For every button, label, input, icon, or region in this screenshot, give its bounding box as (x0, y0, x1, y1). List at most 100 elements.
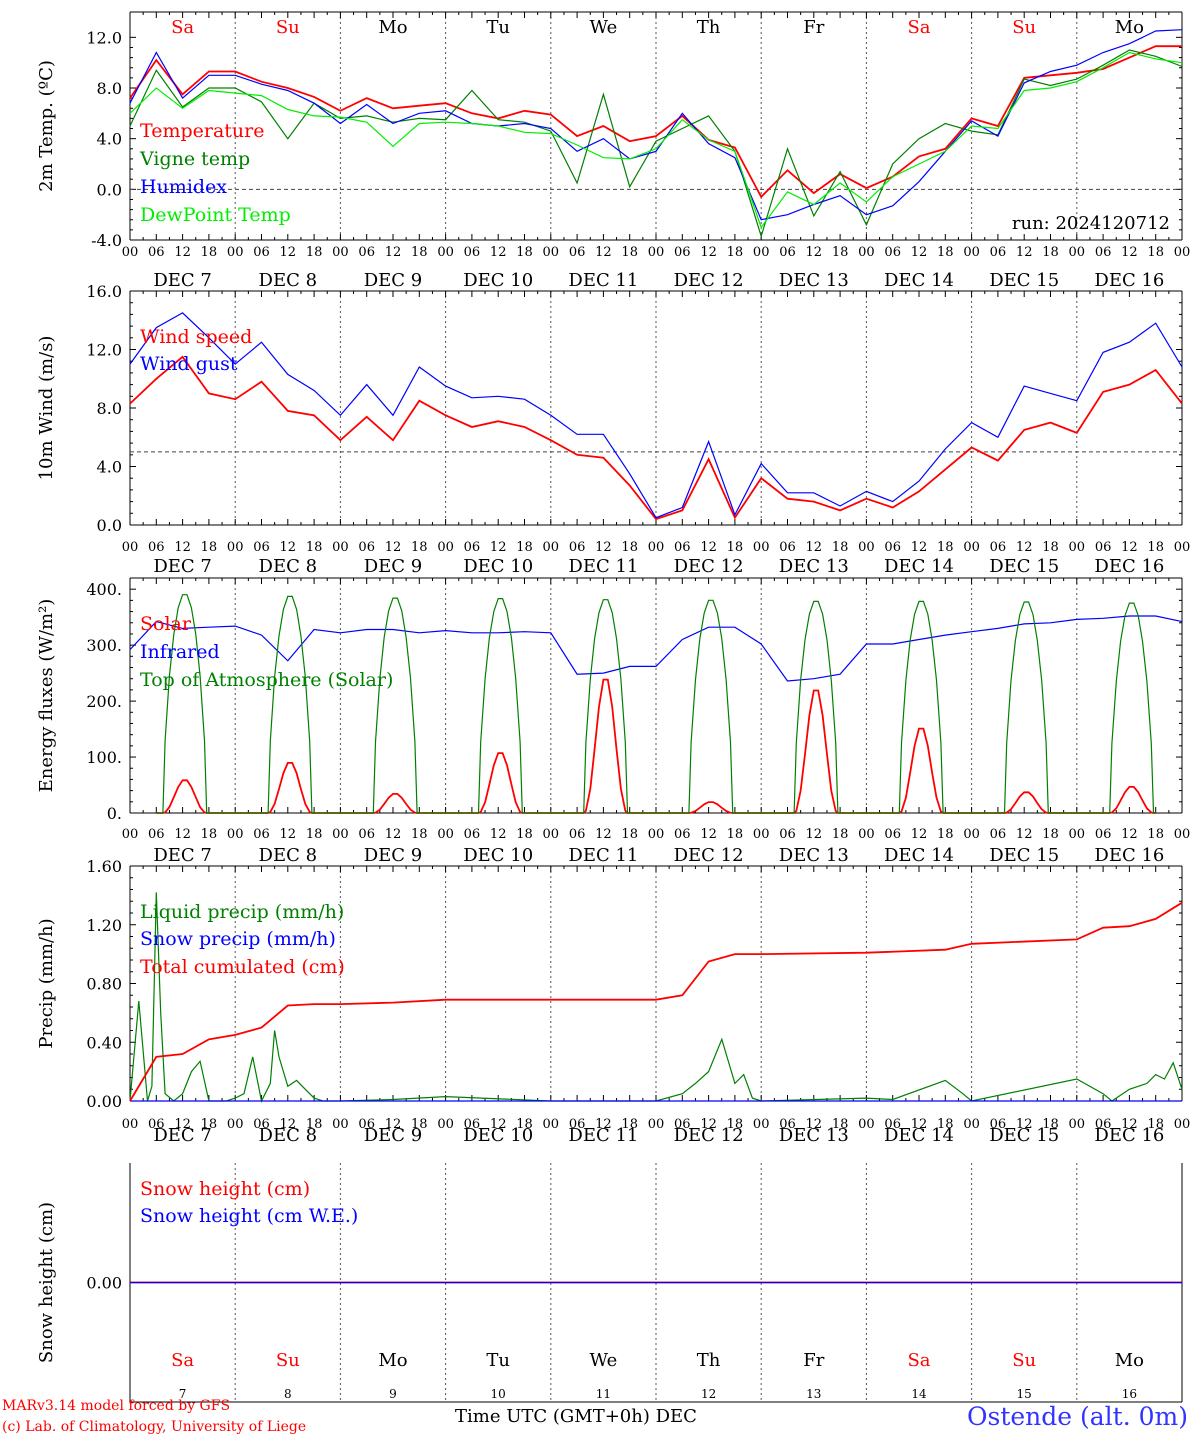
hour-tick-label: 18 (411, 245, 428, 260)
hour-tick-label: 06 (569, 1117, 586, 1132)
date-label: DEC 15 (989, 845, 1059, 866)
hour-tick-label: 18 (516, 540, 533, 555)
hour-tick-label: 12 (490, 540, 507, 555)
panel-1 (129, 11, 1183, 241)
hour-tick-label: 12 (385, 1117, 402, 1132)
y-tick-label: 1.60 (86, 857, 122, 876)
hour-tick-label: 06 (990, 827, 1007, 842)
weekday-label-top: Sa (171, 17, 194, 38)
day-number-label: 9 (389, 1387, 397, 1401)
legend-entry: Snow height (cm W.E.) (140, 1205, 358, 1227)
credit-lab: (c) Lab. of Climatology, University of L… (2, 1419, 307, 1435)
hour-tick-label: 06 (990, 540, 1007, 555)
day-number-label: 15 (1017, 1387, 1032, 1401)
hour-tick-label: 00 (437, 827, 454, 842)
hour-tick-label: 00 (753, 1117, 770, 1132)
hour-tick-label: 12 (806, 540, 823, 555)
date-label: DEC 11 (568, 556, 638, 577)
y-tick-label: 1.20 (86, 916, 122, 935)
y-tick-label: 12.0 (86, 28, 122, 47)
weekday-label-top: Su (1012, 17, 1036, 38)
hour-tick-label: 18 (411, 540, 428, 555)
hour-tick-label: 06 (674, 540, 691, 555)
hour-tick-label: 00 (122, 540, 139, 555)
hour-tick-label: 18 (832, 540, 849, 555)
panel-4 (129, 865, 1183, 1103)
hour-tick-label: 12 (595, 1117, 612, 1132)
hour-tick-label: 18 (516, 1117, 533, 1132)
hour-tick-label: 00 (227, 1117, 244, 1132)
hour-tick-label: 00 (858, 245, 875, 260)
hour-tick-label: 12 (595, 540, 612, 555)
weekday-label-top: Mo (1115, 17, 1144, 38)
hour-tick-label: 12 (1016, 827, 1033, 842)
weekday-label-bottom: Mo (378, 1350, 407, 1371)
hour-tick-label: 12 (806, 245, 823, 260)
y-tick-label: 100. (86, 748, 122, 767)
hour-tick-label: 06 (253, 245, 270, 260)
station-label: Ostende (alt. 0m) (967, 1402, 1188, 1431)
hour-tick-label: 06 (464, 540, 481, 555)
date-label: DEC 7 (153, 556, 212, 577)
hour-tick-label: 00 (227, 540, 244, 555)
date-label: DEC 12 (674, 556, 744, 577)
date-label: DEC 11 (568, 845, 638, 866)
legend-entry: Snow height (cm) (140, 1178, 310, 1200)
hour-tick-label: 06 (884, 540, 901, 555)
weekday-label-bottom: Tu (486, 1350, 510, 1371)
y-axis-label: Energy fluxes (W/m²) (36, 599, 57, 793)
hour-tick-label: 18 (201, 1117, 218, 1132)
series-line-4 (129, 51, 1183, 229)
series-line-1 (129, 45, 1182, 199)
weekday-label-top: Th (697, 17, 721, 38)
hour-tick-label: 18 (937, 540, 954, 555)
hour-tick-label: 06 (253, 827, 270, 842)
hour-tick-label: 00 (1174, 540, 1191, 555)
hour-tick-label: 12 (174, 540, 191, 555)
y-axis-label: Snow height (cm) (36, 1202, 57, 1363)
date-label: DEC 11 (568, 1125, 638, 1146)
weekday-label-bottom: Fr (803, 1350, 824, 1371)
y-tick-label: 200. (86, 692, 122, 711)
date-label: DEC 12 (674, 1125, 744, 1146)
hour-tick-label: 00 (332, 245, 349, 260)
hour-tick-label: 18 (727, 245, 744, 260)
hour-tick-label: 06 (148, 540, 165, 555)
hour-tick-label: 18 (201, 245, 218, 260)
hour-tick-label: 06 (253, 540, 270, 555)
hour-tick-label: 18 (411, 827, 428, 842)
date-label: DEC 9 (364, 270, 423, 291)
legend-entry: Liquid precip (mm/h) (140, 901, 344, 923)
hour-tick-label: 06 (358, 540, 375, 555)
day-number-label: 12 (701, 1387, 716, 1401)
hour-tick-label: 18 (621, 827, 638, 842)
weekday-label-top: We (590, 17, 618, 38)
hour-tick-label: 00 (963, 540, 980, 555)
hour-tick-label: 18 (727, 827, 744, 842)
hour-tick-label: 12 (1016, 245, 1033, 260)
hour-tick-label: 00 (1174, 1117, 1191, 1132)
date-label: DEC 8 (259, 845, 318, 866)
hour-tick-label: 18 (201, 540, 218, 555)
weekday-label-top: Fr (803, 17, 824, 38)
legend-entry: Infrared (140, 641, 220, 663)
hour-tick-label: 12 (595, 245, 612, 260)
hour-tick-label: 06 (779, 540, 796, 555)
date-label: DEC 15 (989, 1125, 1059, 1146)
hour-tick-label: 12 (911, 1117, 928, 1132)
hour-tick-label: 00 (227, 827, 244, 842)
hour-tick-label: 12 (1016, 540, 1033, 555)
hour-tick-label: 06 (1095, 245, 1112, 260)
hour-tick-label: 18 (1042, 1117, 1059, 1132)
hour-tick-label: 18 (201, 827, 218, 842)
hour-tick-label: 12 (1121, 540, 1138, 555)
date-label: DEC 8 (259, 270, 318, 291)
y-tick-label: 0.00 (86, 1274, 122, 1293)
hour-tick-label: 18 (727, 540, 744, 555)
hour-tick-label: 00 (437, 245, 454, 260)
hour-tick-label: 06 (464, 1117, 481, 1132)
hour-tick-label: 18 (832, 827, 849, 842)
hour-tick-label: 18 (306, 245, 323, 260)
hour-tick-label: 00 (332, 1117, 349, 1132)
hour-tick-label: 18 (1042, 827, 1059, 842)
